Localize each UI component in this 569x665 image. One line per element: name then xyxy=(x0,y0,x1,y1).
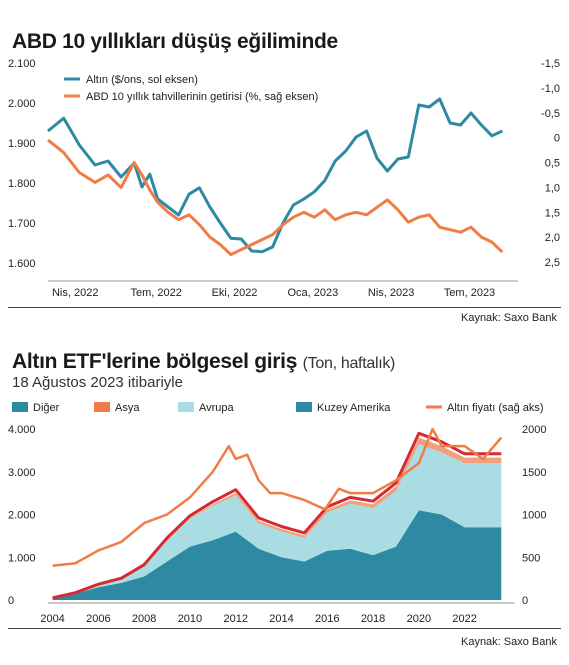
chart2-y-left-tick: 4.000 xyxy=(8,424,36,436)
chart2-y-left-tick: 0 xyxy=(8,595,14,607)
chart2-legend-swatch xyxy=(12,402,28,412)
chart2-x-tick: 2010 xyxy=(178,613,202,625)
chart2-x-tick: 2004 xyxy=(40,613,64,625)
chart1-title: ABD 10 yıllıkları düşüş eğiliminde xyxy=(12,30,338,53)
chart2-x-tick: 2012 xyxy=(223,613,247,625)
chart2-legend-label: Avrupa xyxy=(199,402,235,414)
chart1-y-left-tick: 2.000 xyxy=(8,98,36,110)
chart2-title-note: (Ton, haftalık) xyxy=(302,355,396,372)
chart2-gold-price-line xyxy=(52,427,503,568)
chart2-area-2 xyxy=(52,437,502,598)
chart2-bottom-rule xyxy=(8,628,561,629)
chart2-legend-label: Diğer xyxy=(33,402,60,414)
chart2-x-tick: 2014 xyxy=(269,613,293,625)
chart1-y-right-tick: 2,5 xyxy=(545,257,560,269)
chart1-y-left-tick: 2.100 xyxy=(8,58,36,70)
chart2-legend-label: Kuzey Amerika xyxy=(317,402,391,414)
chart2-y-left-tick: 2.000 xyxy=(8,510,36,522)
chart2-total-line xyxy=(52,431,502,600)
chart1-y-right-tick: -1,5 xyxy=(541,58,560,70)
chart2-y-right-tick: 2000 xyxy=(522,424,546,436)
chart1-x-tick: Nis, 2022 xyxy=(52,287,98,299)
chart1-y-right-tick: 2,0 xyxy=(545,232,560,244)
chart2-legend-label: Asya xyxy=(115,402,140,414)
chart2-y-right-tick: 0 xyxy=(522,595,528,607)
chart1-series-line xyxy=(47,138,504,257)
chart1-y-right-tick: 1,5 xyxy=(545,207,560,219)
chart2-legend-label: Altın fiyatı (sağ aks) xyxy=(447,402,544,414)
chart1-source: Kaynak: Saxo Bank xyxy=(460,312,557,324)
chart1-y-right-tick: 1,0 xyxy=(545,182,560,194)
chart1-bottom-rule xyxy=(8,307,561,308)
chart2-subtitle: 18 Ağustos 2023 itibariyle xyxy=(12,374,183,391)
chart2-x-tick: 2022 xyxy=(452,613,476,625)
chart2-title: Altın ETF'lerine bölgesel giriş (Ton, ha… xyxy=(12,350,395,374)
chart1-legend-label: ABD 10 yıllık tahvillerinin getirisi (%,… xyxy=(86,91,318,103)
chart2-source: Kaynak: Saxo Bank xyxy=(460,636,557,648)
chart1-y-right-tick: 0,5 xyxy=(545,158,560,170)
chart2-x-tick: 2018 xyxy=(361,613,385,625)
chart1-x-tick: Nis, 2023 xyxy=(368,287,414,299)
chart1-y-left-tick: 1.800 xyxy=(8,178,36,190)
chart2-y-right-tick: 1500 xyxy=(522,467,546,479)
chart1-y-left-tick: 1.700 xyxy=(8,218,36,230)
chart1-y-left-tick: 1.900 xyxy=(8,138,36,150)
chart1-y-right-tick: -1,0 xyxy=(541,83,560,95)
chart1-legend-label: Altın ($/ons, sol eksen) xyxy=(86,74,198,86)
chart2-title-main: Altın ETF'lerine bölgesel giriş xyxy=(12,350,298,373)
chart2-x-tick: 2016 xyxy=(315,613,339,625)
bond-gold-line-chart: 2.100 2.000 1.900 1.800 1.700 1.600 -1,5 -1,0 -0… xyxy=(8,58,560,299)
etf-flows-area-chart: Diğer Asya Avrupa Kuzey Amerika Altın fiyatı… xyxy=(8,402,546,625)
chart2-x-tick: 2020 xyxy=(407,613,431,625)
chart1-x-tick: Tem, 2022 xyxy=(130,287,181,299)
chart2-area-1 xyxy=(52,444,502,598)
chart1-y-right-tick: 0 xyxy=(554,133,560,145)
chart1-x-tick: Oca, 2023 xyxy=(287,287,338,299)
chart1-y-left-tick: 1.600 xyxy=(8,258,36,270)
chart1-x-tick: Tem, 2023 xyxy=(444,287,495,299)
chart1-series-line xyxy=(47,97,503,254)
chart2-legend-swatch xyxy=(296,402,312,412)
chart2-y-right-tick: 500 xyxy=(522,552,540,564)
chart2-x-tick: 2006 xyxy=(86,613,110,625)
chart2-area-0 xyxy=(52,510,502,600)
chart2-x-tick: 2008 xyxy=(132,613,156,625)
chart2-legend-swatch xyxy=(178,402,194,412)
chart2-y-left-tick: 1.000 xyxy=(8,552,36,564)
chart2-legend-swatch xyxy=(94,402,110,412)
chart2-y-left-tick: 3.000 xyxy=(8,467,36,479)
chart1-x-tick: Eki, 2022 xyxy=(212,287,258,299)
chart1-y-right-tick: -0,5 xyxy=(541,108,560,120)
chart2-y-right-tick: 1000 xyxy=(522,510,546,522)
